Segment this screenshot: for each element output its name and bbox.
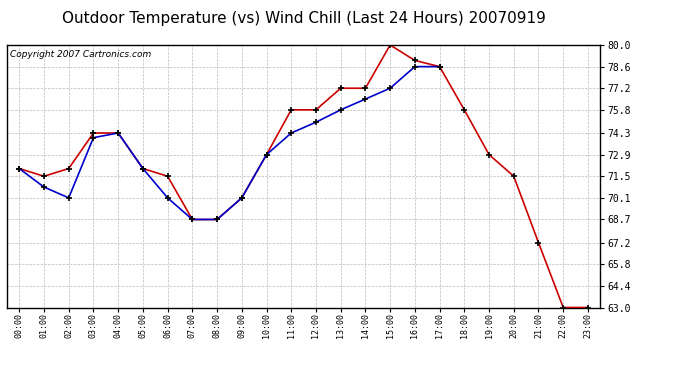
Text: Copyright 2007 Cartronics.com: Copyright 2007 Cartronics.com	[10, 50, 151, 59]
Text: Outdoor Temperature (vs) Wind Chill (Last 24 Hours) 20070919: Outdoor Temperature (vs) Wind Chill (Las…	[61, 11, 546, 26]
